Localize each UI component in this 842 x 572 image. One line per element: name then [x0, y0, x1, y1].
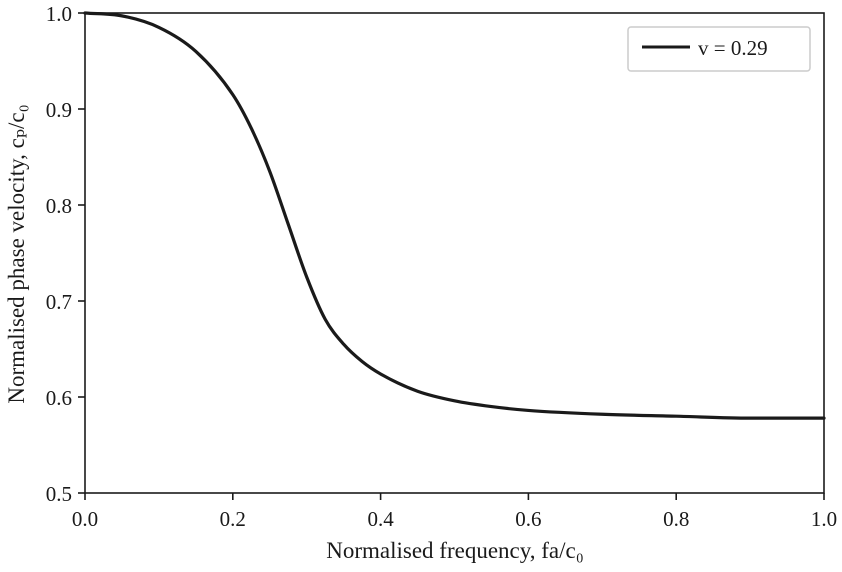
series-line-0 [83, 11, 826, 420]
legend-box [627, 26, 811, 72]
x-tick-label: 0.4 [367, 507, 394, 531]
x-tick-label: 0.2 [220, 507, 246, 531]
y-tick-label: 0.9 [46, 98, 72, 122]
y-tick-label: 0.7 [46, 290, 72, 314]
x-tick-label: 0.8 [663, 507, 689, 531]
x-tick-label: 1.0 [811, 507, 837, 531]
x-axis-title: Normalised frequency, fa/c₀ [326, 538, 584, 563]
y-tick-label: 0.8 [46, 194, 72, 218]
legend: v = 0.29 [627, 26, 811, 72]
y-tick-label: 0.6 [46, 386, 72, 410]
x-tick-label: 0.0 [72, 507, 98, 531]
y-tick-label: 0.5 [46, 482, 72, 506]
legend-label: v = 0.29 [698, 36, 768, 60]
y-tick-label: 1.0 [46, 2, 72, 26]
y-axis-title: Normalised phase velocity, cₚ/c₀ [4, 104, 29, 403]
x-tick-label: 0.6 [515, 507, 541, 531]
plot-frame [84, 12, 825, 494]
plot-area [83, 11, 826, 420]
axes: 0.0 0.2 0.4 0.6 0.8 1.0 0.5 0.6 0.7 0.8 0.9 1.0 [46, 2, 837, 531]
